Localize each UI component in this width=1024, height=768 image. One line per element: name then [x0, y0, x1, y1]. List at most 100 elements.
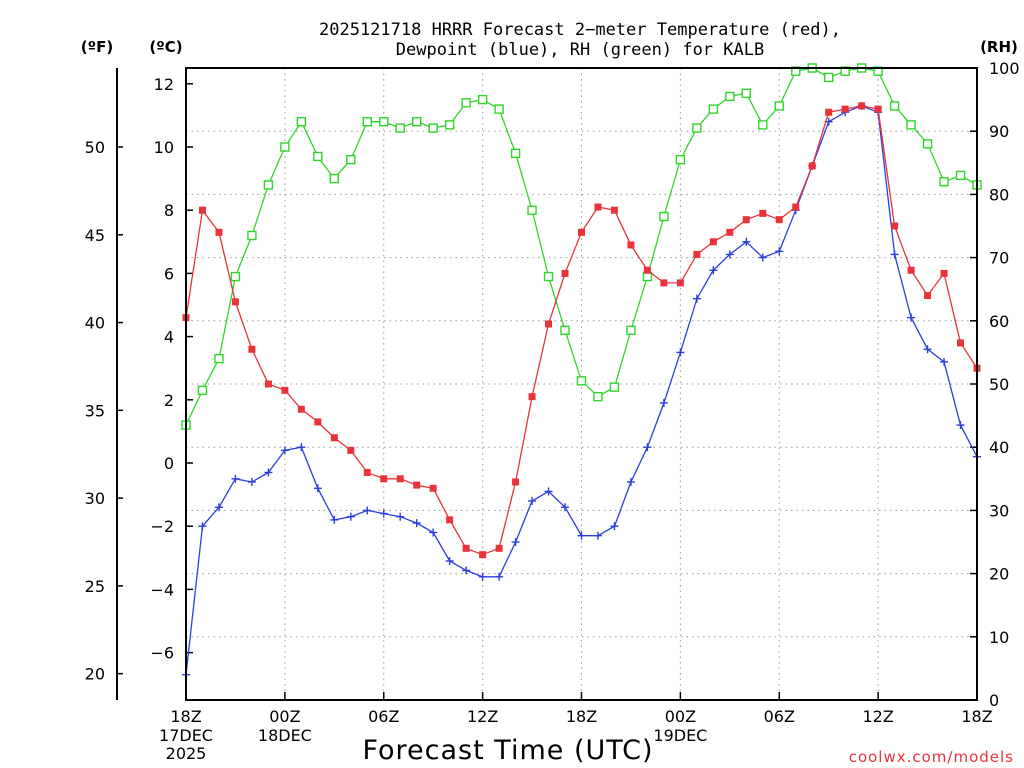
celsius-tick-label: −2 — [150, 517, 174, 536]
rh-point — [263, 180, 274, 190]
temperature-point — [924, 292, 932, 300]
dewpoint-line — [185, 105, 978, 675]
temperature-point — [660, 279, 668, 287]
temperature-point — [676, 279, 684, 287]
temperature-point — [545, 320, 553, 328]
gridlines — [186, 68, 977, 700]
temperature-point — [610, 206, 618, 214]
temperature-point — [825, 108, 833, 116]
rh-point — [214, 354, 224, 364]
rh-point — [280, 142, 290, 152]
temperature-point — [759, 209, 767, 217]
time-tick-label: 12Z — [467, 707, 498, 726]
dewpoint-point — [198, 522, 207, 531]
dewpoint-point — [593, 531, 602, 540]
fahrenheit-tick-label: 20 — [85, 665, 105, 684]
dewpoint-point — [923, 345, 932, 354]
fahrenheit-tick-label: 35 — [85, 401, 105, 420]
time-tick-label: 00Z — [269, 707, 300, 726]
dewpoint-point — [528, 496, 537, 505]
celsius-axis: 12 10 8 6 4 2 0 −2 −4 −6 — [150, 75, 193, 663]
dewpoint-point — [758, 253, 767, 262]
temperature-point — [594, 203, 602, 211]
rh-point — [313, 151, 323, 162]
time-tick-label: 18Z — [566, 707, 597, 726]
temperature-point — [775, 216, 783, 224]
x-axis-label: Forecast Time (UTC) — [362, 735, 653, 766]
rh-point — [543, 271, 554, 282]
chart-title-line1: 2025121718 HRRR Forecast 2−meter Tempera… — [319, 20, 841, 40]
rh-tick-label: 30 — [989, 501, 1009, 520]
temperature-point — [330, 434, 338, 442]
dewpoint-point — [956, 421, 965, 430]
rh-point — [461, 98, 471, 108]
fahrenheit-tick-label: 40 — [85, 314, 105, 333]
dewpoint-point — [709, 266, 718, 275]
rh-point — [642, 271, 653, 282]
temperature-point — [940, 269, 948, 277]
fahrenheit-tick-label: 30 — [85, 489, 105, 508]
dewpoint-point — [495, 572, 504, 581]
rh-point — [576, 376, 587, 386]
celsius-tick-label: 4 — [164, 328, 174, 347]
series-layer — [181, 63, 982, 679]
rh-point — [675, 154, 686, 165]
dewpoint-point — [363, 506, 372, 515]
dewpoint-point — [297, 443, 306, 452]
temperature-point — [957, 339, 965, 347]
time-axis: 18Z 00Z 06Z 12Z 18Z 00Z 06Z 12Z 18Z17DEC202518DE… — [159, 692, 993, 763]
fahrenheit-tick-label: 50 — [85, 138, 105, 157]
temperature-point — [792, 203, 800, 211]
rh-point — [774, 101, 784, 111]
dewpoint-point — [264, 468, 273, 477]
dewpoint-point — [561, 503, 570, 512]
fahrenheit-axis: 50 45 40 35 30 25 20 — [85, 68, 123, 700]
celsius-tick-label: 10 — [154, 138, 174, 157]
dewpoint-point — [511, 538, 520, 546]
rh-point — [362, 117, 372, 127]
rh-point — [741, 88, 751, 98]
celsius-tick-label: 8 — [164, 201, 174, 220]
temperature-point — [709, 238, 717, 246]
temperature-point — [643, 266, 651, 274]
temperature-point — [907, 266, 915, 274]
rh-tick-label: 0 — [989, 691, 999, 710]
date-label: 2025 — [166, 744, 207, 763]
rh-tick-label: 10 — [989, 628, 1009, 647]
rh-point — [708, 104, 719, 114]
celsius-tick-label: −6 — [150, 644, 174, 663]
date-label: 19DEC — [653, 726, 707, 745]
temperature-point — [462, 544, 470, 552]
time-tick-label: 18Z — [170, 707, 201, 726]
date-label: 18DEC — [258, 726, 312, 745]
temperature-point — [380, 475, 388, 483]
rh-point — [444, 120, 455, 130]
temperature-point — [446, 516, 454, 524]
dewpoint-point — [280, 446, 289, 455]
dewpoint-point — [330, 515, 339, 524]
rh-point — [395, 123, 405, 133]
dewpoint-point — [346, 512, 355, 521]
rh-point — [296, 117, 307, 127]
rh-point — [889, 101, 900, 111]
rh-point — [346, 154, 356, 165]
rh-point — [955, 170, 966, 181]
rh-point — [329, 173, 340, 184]
temperature-point — [858, 102, 866, 110]
series-dewpoint — [182, 101, 981, 679]
credit-text: coolwx.com/models — [849, 748, 1014, 766]
dewpoint-point — [462, 566, 471, 575]
fahrenheit-unit-label: (ºF) — [81, 38, 113, 56]
dewpoint-point — [610, 522, 619, 531]
rh-tick-label: 20 — [989, 565, 1009, 584]
rh-point — [609, 382, 620, 392]
rh-point — [428, 123, 438, 133]
fahrenheit-tick-label: 45 — [85, 226, 105, 245]
time-tick-label: 18Z — [961, 707, 992, 726]
dewpoint-point — [231, 474, 240, 483]
rh-point — [823, 72, 834, 83]
celsius-tick-label: −4 — [150, 580, 174, 599]
rh-point — [939, 177, 949, 187]
dewpoint-point — [643, 443, 652, 452]
temperature-point — [198, 206, 206, 214]
